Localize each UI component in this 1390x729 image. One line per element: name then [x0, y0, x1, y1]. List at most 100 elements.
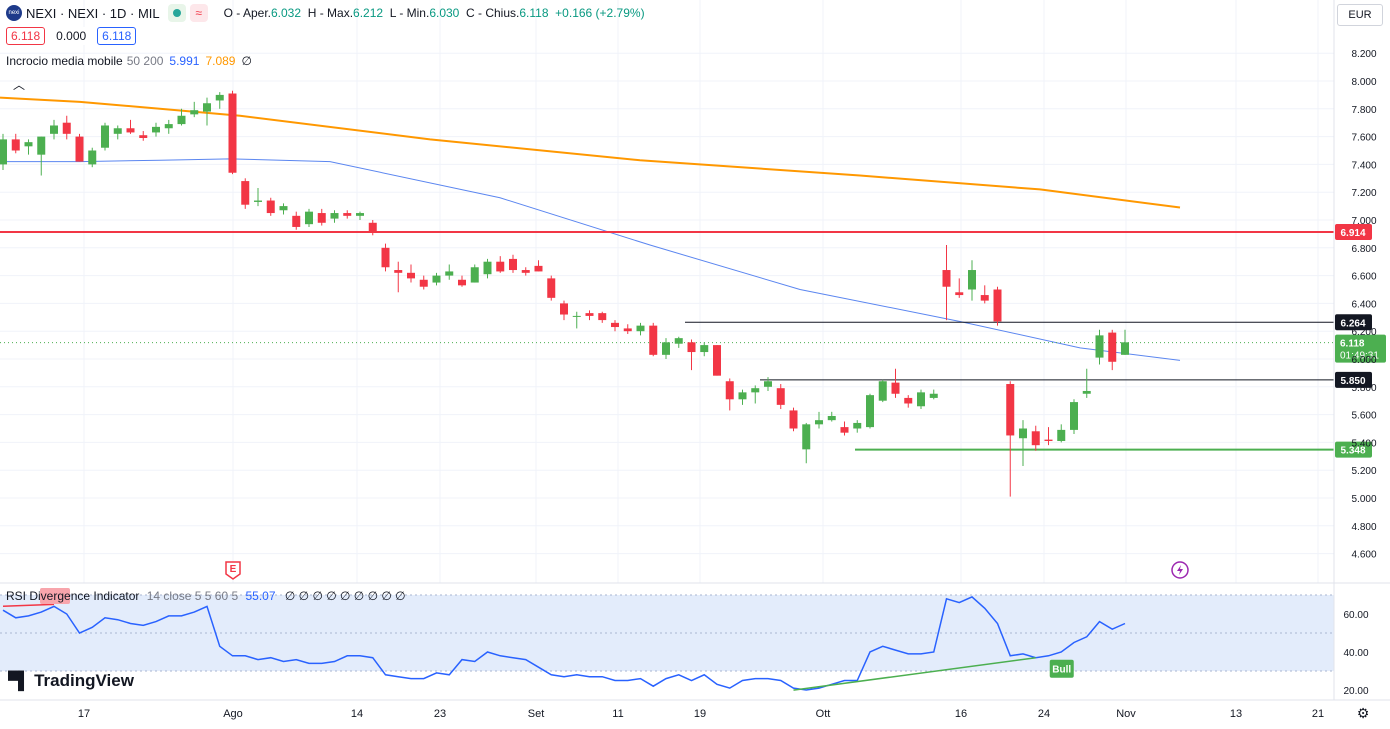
rsi-indicator-extra: ∅ ∅ ∅ ∅ ∅ ∅ ∅ ∅ ∅ — [284, 589, 406, 603]
high-value: 6.212 — [353, 6, 384, 20]
change-value: +0.166 (+2.79%) — [555, 6, 645, 20]
candle-up — [152, 126, 160, 133]
open-value: 6.032 — [271, 6, 302, 20]
candle-down — [598, 313, 607, 321]
candle-down — [789, 410, 798, 429]
price-tick-label: 4.600 — [1351, 550, 1376, 561]
candle-up — [751, 388, 760, 393]
candle-down — [496, 261, 505, 272]
price-tick-label: 6.600 — [1351, 272, 1376, 283]
wave-icon[interactable]: ≈ — [189, 4, 208, 22]
candle-up — [572, 315, 581, 317]
candles — [0, 90, 1129, 497]
price-level-label: 6.264 — [1340, 318, 1365, 329]
candle-down — [1031, 431, 1040, 446]
price-tick-label: 6.200 — [1351, 327, 1376, 338]
price-tick-label: 5.800 — [1351, 383, 1376, 394]
moving-averages — [0, 96, 1181, 361]
candle-up — [827, 415, 836, 421]
candle-down — [394, 270, 403, 273]
ma200-value: 7.089 — [205, 54, 236, 68]
rsi-indicator-value: 55.07 — [245, 589, 276, 603]
candle-down — [343, 213, 352, 216]
candle-up — [279, 206, 288, 211]
candle-down — [547, 278, 556, 298]
earnings-marker-icon[interactable] — [225, 561, 241, 580]
price-tick-label: 5.000 — [1351, 494, 1376, 505]
candle-up — [1095, 335, 1104, 358]
candle-down — [1006, 384, 1015, 436]
candle-up — [1121, 342, 1129, 355]
earnings-marker-label: E — [230, 564, 237, 575]
candle-up — [917, 392, 925, 407]
candle-down — [419, 279, 428, 287]
candle-down — [1108, 332, 1117, 362]
ask-box[interactable]: 6.118 — [97, 27, 137, 45]
time-tick-label: 23 — [434, 708, 446, 720]
candle-up — [929, 393, 938, 398]
time-tick-label: 16 — [955, 708, 967, 720]
price-tick-label: 6.800 — [1351, 244, 1376, 255]
candle-up — [305, 211, 313, 225]
time-tick-label: Ott — [816, 708, 831, 720]
symbol-title[interactable]: NEXI · NEXI · 1D · MIL — [26, 5, 160, 21]
currency-selector[interactable]: EUR — [1337, 4, 1383, 26]
candle-down — [649, 325, 658, 355]
candle-down — [560, 303, 568, 315]
price-tick-label: 7.800 — [1351, 105, 1376, 116]
time-tick-label: 14 — [351, 708, 363, 720]
time-tick-label: Nov — [1116, 708, 1136, 720]
event-markers[interactable]: E — [225, 561, 1189, 580]
lightning-bolt-icon — [1177, 565, 1183, 575]
candle-up — [215, 94, 224, 101]
ma200-line — [0, 96, 1181, 209]
price-tick-label: 5.400 — [1351, 438, 1376, 449]
rsi-line — [2, 596, 1126, 691]
candle-down — [75, 136, 84, 162]
candle-up — [700, 345, 709, 353]
time-tick-label: Set — [528, 708, 545, 720]
last-price-badge — [1335, 334, 1386, 363]
candle-up — [24, 142, 33, 147]
candle-down — [407, 272, 415, 279]
candle-up — [445, 271, 454, 276]
market-status-icon[interactable] — [167, 4, 186, 22]
price-level-badge — [1335, 371, 1372, 388]
tradingview-brand: TradingView — [34, 671, 134, 690]
candle-down — [840, 427, 849, 433]
price-tick-label: 7.600 — [1351, 133, 1376, 144]
candle-up — [101, 125, 109, 148]
price-tick-label: 8.200 — [1351, 49, 1376, 60]
price-tick-label: 5.600 — [1351, 411, 1376, 422]
candle-up — [254, 200, 262, 202]
candle-up — [483, 261, 492, 275]
bullish-divergence-line — [793, 656, 1036, 691]
rsi-indicator-legend[interactable]: RSI Divergence Indicator 14 close 5 5 60… — [6, 589, 406, 603]
candle-up — [432, 275, 441, 283]
time-tick-label: 24 — [1038, 708, 1050, 720]
candle-up — [190, 110, 199, 115]
price-level-label: 6.914 — [1340, 228, 1365, 239]
time-tick-label: 19 — [694, 708, 706, 720]
price-level-badge — [1335, 223, 1372, 240]
candle-down — [381, 247, 390, 268]
symbol-legend: nexi NEXI · NEXI · 1D · MIL ≈ O - Aper.6… — [6, 4, 645, 22]
ma-indicator-legend[interactable]: Incrocio media mobile 50 200 5.991 7.089… — [6, 54, 252, 68]
collapse-legend-icon[interactable]: ︿ — [12, 77, 25, 92]
low-value: 6.030 — [429, 6, 460, 20]
candle-up — [37, 136, 46, 155]
candle-down — [687, 342, 696, 353]
price-tick-label: 5.200 — [1351, 466, 1376, 477]
bid-box[interactable]: 6.118 — [6, 27, 46, 45]
bearish-divergence-line — [2, 603, 55, 607]
candle-down — [955, 292, 964, 296]
candle-down — [904, 397, 913, 404]
settings-gear-icon[interactable]: ⚙ — [1356, 704, 1370, 721]
candle-down — [317, 213, 326, 223]
tradingview-logo[interactable]: ▀▌ TradingView — [8, 671, 134, 691]
candle-down — [292, 215, 301, 227]
candle-down — [62, 122, 71, 134]
